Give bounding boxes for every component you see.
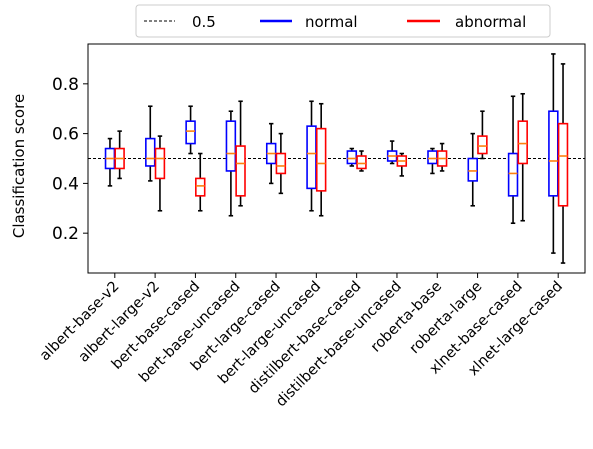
y-tick-label: 0.4 — [52, 174, 79, 194]
box-abnormal-6 — [356, 150, 367, 172]
box-body — [195, 177, 206, 197]
legend: 0.5 normal abnormal — [135, 4, 551, 38]
box-abnormal-11 — [557, 63, 569, 264]
legend-frame — [135, 4, 551, 38]
x-axis: albert-base-v2albert-large-v2bert-base-c… — [37, 273, 566, 410]
y-axis: 0.2 0.4 0.6 0.8 — [52, 75, 88, 244]
box-body — [306, 125, 317, 190]
box-body — [315, 127, 327, 192]
legend-label-abnormal: abnormal — [455, 13, 526, 31]
box-abnormal-2 — [195, 152, 206, 212]
box-body — [507, 152, 519, 197]
box-body — [467, 157, 478, 182]
box-abnormal-1 — [154, 135, 166, 212]
box-body — [346, 150, 358, 165]
box-body — [225, 120, 237, 172]
box-body — [356, 155, 367, 170]
box-body — [145, 137, 156, 167]
box-normal-0 — [104, 137, 116, 187]
box-normal-6 — [346, 147, 358, 167]
box-normal-10 — [507, 95, 519, 225]
y-tick-label: 0.8 — [52, 75, 79, 95]
box-body — [557, 122, 569, 207]
box-abnormal-10 — [517, 92, 528, 222]
box-body — [154, 147, 166, 180]
box-abnormal-7 — [396, 152, 408, 177]
y-tick-label: 0.2 — [52, 224, 79, 244]
legend-label-reference: 0.5 — [192, 13, 216, 31]
box-normal-11 — [548, 53, 559, 254]
box-body — [427, 150, 438, 165]
box-layer — [104, 53, 569, 264]
y-axis-label: Classification score — [10, 94, 28, 238]
box-body — [548, 110, 559, 197]
box-abnormal-9 — [477, 110, 488, 160]
box-body — [275, 152, 287, 175]
plot-frame — [87, 43, 586, 274]
box-normal-8 — [427, 147, 438, 175]
box-abnormal-5 — [315, 102, 327, 217]
box-body — [235, 145, 246, 197]
box-normal-4 — [265, 122, 277, 185]
box-normal-7 — [386, 140, 398, 165]
box-abnormal-0 — [114, 130, 125, 180]
box-normal-3 — [225, 110, 237, 217]
y-tick-label: 0.6 — [52, 125, 79, 145]
x-tick-label: roberta-base — [368, 278, 445, 355]
box-abnormal-3 — [235, 100, 246, 207]
box-normal-2 — [185, 105, 196, 155]
box-normal-1 — [145, 105, 156, 182]
box-normal-9 — [467, 132, 478, 207]
box-body — [477, 135, 488, 155]
x-tick-label: roberta-large — [407, 278, 486, 357]
box-body — [517, 120, 528, 165]
box-abnormal-4 — [275, 132, 287, 195]
box-body — [185, 120, 196, 145]
box-normal-5 — [306, 100, 317, 212]
legend-label-normal: normal — [305, 13, 358, 31]
box-abnormal-8 — [436, 142, 448, 172]
